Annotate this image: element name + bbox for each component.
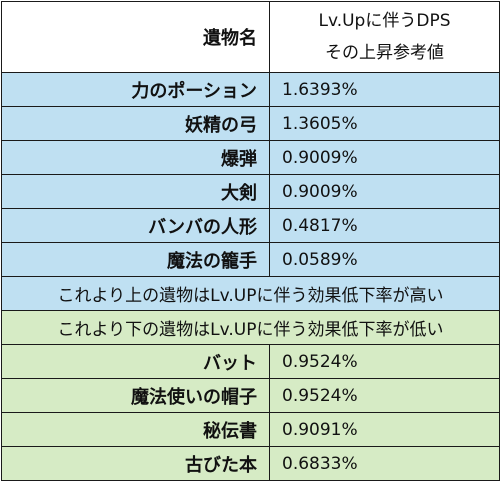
dps-value: 0.9091% <box>269 412 500 447</box>
relic-name: 大剣 <box>1 174 270 209</box>
relic-name: 妖精の弓 <box>1 106 270 141</box>
relic-name: 魔法の籠手 <box>1 242 270 277</box>
dps-value: 0.9009% <box>269 174 500 209</box>
note-upper-text: これより上の遺物はLv.UPに伴う効果低下率が高い <box>1 276 500 311</box>
header-row: 遺物名 Lv.Upに伴うDPS その上昇参考値 <box>1 1 500 73</box>
dps-value: 1.6393% <box>269 72 500 107</box>
dps-value: 0.9524% <box>269 344 500 379</box>
table-row: 古びた本 0.6833% <box>1 446 500 481</box>
table-row: 力のポーション 1.6393% <box>1 72 500 107</box>
dps-value: 0.9524% <box>269 378 500 413</box>
dps-value: 1.3605% <box>269 106 500 141</box>
note-lower-text: これより下の遺物はLv.UPに伴う効果低下率が低い <box>1 310 500 345</box>
dps-value: 0.0589% <box>269 242 500 277</box>
relic-name: 力のポーション <box>1 72 270 107</box>
header-dps-line1: Lv.Upに伴うDPS <box>318 11 451 31</box>
relic-name: 古びた本 <box>1 446 270 481</box>
note-row-lower: これより下の遺物はLv.UPに伴う効果低下率が低い <box>1 310 500 345</box>
table-row: 大剣 0.9009% <box>1 174 500 209</box>
relic-name: 秘伝書 <box>1 412 270 447</box>
dps-value: 0.4817% <box>269 208 500 243</box>
table-row: 秘伝書 0.9091% <box>1 412 500 447</box>
note-row-upper: これより上の遺物はLv.UPに伴う効果低下率が高い <box>1 276 500 311</box>
table-row: バンバの人形 0.4817% <box>1 208 500 243</box>
table-row: 魔法の籠手 0.0589% <box>1 242 500 277</box>
relic-name: バンバの人形 <box>1 208 270 243</box>
table-row: 妖精の弓 1.3605% <box>1 106 500 141</box>
header-relic-name: 遺物名 <box>1 1 270 73</box>
relic-name: バット <box>1 344 270 379</box>
table-row: バット 0.9524% <box>1 344 500 379</box>
header-dps-increase: Lv.Upに伴うDPS その上昇参考値 <box>269 1 500 73</box>
header-dps-line2: その上昇参考値 <box>325 43 444 63</box>
dps-value: 0.6833% <box>269 446 500 481</box>
table-row: 魔法使いの帽子 0.9524% <box>1 378 500 413</box>
relic-name: 魔法使いの帽子 <box>1 378 270 413</box>
table-row: 爆弾 0.9009% <box>1 140 500 175</box>
dps-value: 0.9009% <box>269 140 500 175</box>
relic-name: 爆弾 <box>1 140 270 175</box>
